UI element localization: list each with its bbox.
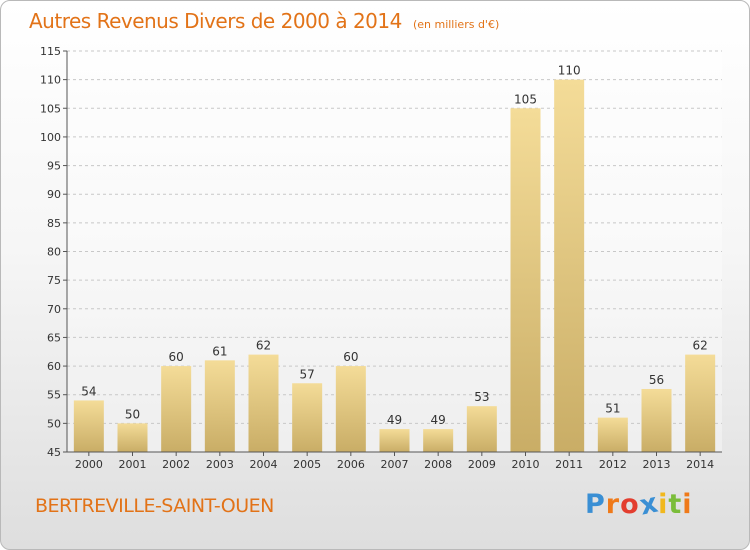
y-tick-label: 80 (47, 246, 61, 259)
logo-letter: r (605, 489, 621, 520)
data-label: 110 (558, 64, 581, 78)
y-tick-label: 55 (47, 389, 61, 402)
logo-letter: P (585, 489, 606, 520)
y-tick-label: 115 (40, 45, 61, 58)
y-tick-label: 45 (47, 446, 61, 459)
proxiti-logo[interactable]: Proxiti (585, 487, 693, 521)
x-tick-label: 2002 (162, 458, 190, 471)
y-tick-label: 105 (40, 102, 61, 115)
bar (248, 354, 279, 452)
x-tick-label: 2012 (599, 458, 627, 471)
bar (685, 354, 716, 452)
data-label: 49 (387, 413, 402, 427)
y-tick-label: 110 (40, 74, 61, 87)
data-label: 49 (431, 413, 446, 427)
bar (466, 406, 497, 452)
x-tick-label: 2003 (206, 458, 234, 471)
logo-letter: t (668, 489, 683, 520)
y-tick-label: 95 (47, 160, 61, 173)
commune-name: BERTREVILLE-SAINT-OUEN (35, 495, 274, 517)
x-tick-label: 2013 (643, 458, 671, 471)
bar (292, 383, 323, 452)
x-tick-label: 2000 (75, 458, 103, 471)
data-label: 56 (649, 373, 664, 387)
data-label: 51 (605, 402, 620, 416)
y-tick-label: 60 (47, 360, 61, 373)
data-label: 50 (125, 407, 140, 421)
chart-title-block: Autres Revenus Divers de 2000 à 2014 (en… (29, 9, 499, 33)
bar (73, 400, 104, 452)
x-tick-label: 2005 (293, 458, 321, 471)
y-tick-label: 100 (40, 131, 61, 144)
data-label: 61 (212, 344, 227, 358)
logo-letter: o (620, 489, 640, 520)
data-label: 62 (693, 339, 708, 353)
y-tick-label: 70 (47, 303, 61, 316)
x-tick-label: 2008 (424, 458, 452, 471)
x-tick-label: 2010 (512, 458, 540, 471)
bar (597, 417, 628, 452)
logo-letter: i (658, 489, 669, 520)
data-label: 60 (169, 350, 184, 364)
bar (641, 388, 672, 452)
data-label: 62 (256, 339, 271, 353)
y-tick-label: 50 (47, 417, 61, 430)
x-tick-label: 2004 (250, 458, 278, 471)
y-tick-label: 65 (47, 331, 61, 344)
data-label: 54 (81, 384, 96, 398)
bar (335, 366, 366, 452)
logo-letter: i (682, 489, 693, 520)
x-tick-label: 2001 (119, 458, 147, 471)
bar (554, 79, 585, 453)
x-tick-label: 2009 (468, 458, 496, 471)
bar (204, 360, 235, 452)
y-tick-label: 90 (47, 188, 61, 201)
bar (379, 429, 410, 452)
y-tick-label: 75 (47, 274, 61, 287)
data-label: 105 (514, 92, 537, 106)
chart-subtitle: (en milliers d'€) (412, 18, 500, 31)
bar (423, 429, 454, 452)
data-label: 57 (300, 367, 315, 381)
bar (510, 108, 541, 453)
chart-title: Autres Revenus Divers de 2000 à 2014 (29, 9, 402, 33)
x-tick-label: 2006 (337, 458, 365, 471)
data-label: 60 (343, 350, 358, 364)
bar (117, 423, 148, 452)
x-tick-label: 2014 (686, 458, 714, 471)
data-label: 53 (474, 390, 489, 404)
x-tick-label: 2011 (555, 458, 583, 471)
bar (161, 366, 192, 452)
y-tick-label: 85 (47, 217, 61, 230)
x-tick-label: 2007 (381, 458, 409, 471)
